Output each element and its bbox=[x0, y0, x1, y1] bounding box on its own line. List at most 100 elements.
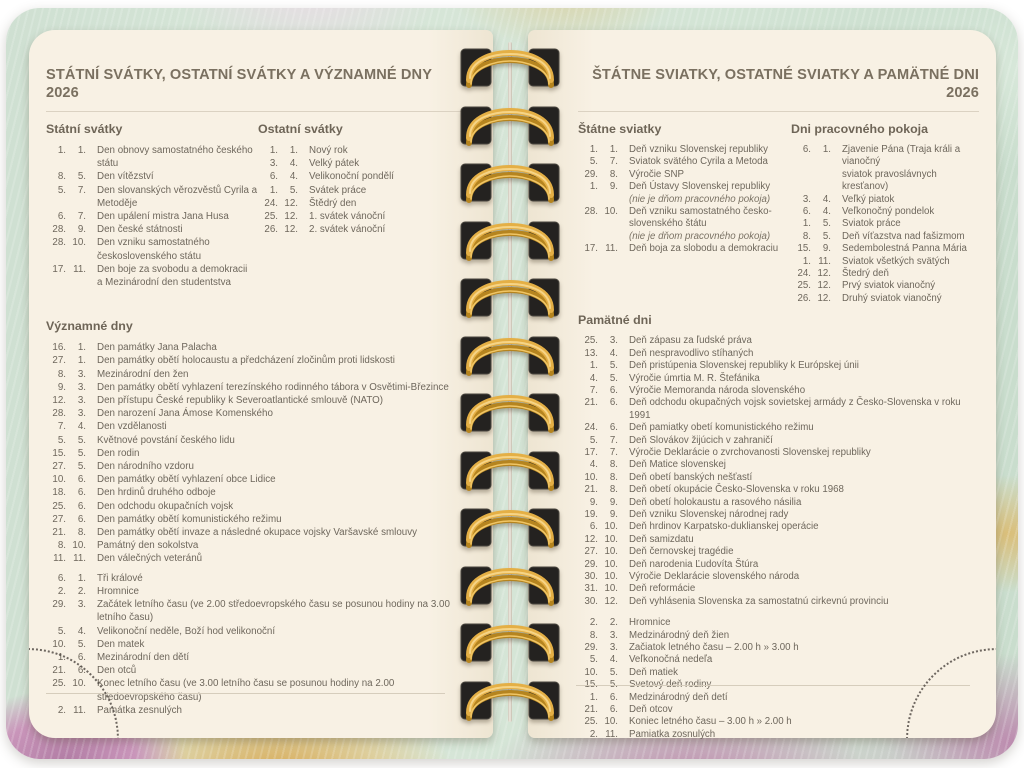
holiday-name: Prvý sviatok vianočný bbox=[842, 280, 936, 292]
day-number: 3. bbox=[269, 158, 278, 170]
day-number: 17. bbox=[52, 263, 66, 275]
month-number: 4. bbox=[609, 654, 618, 666]
month-number: 6. bbox=[77, 474, 86, 486]
day-number: 6. bbox=[802, 144, 811, 155]
day-number: 28. bbox=[52, 408, 66, 420]
holiday-row: 3. 4. Veľký piatok bbox=[791, 194, 979, 206]
month-number: 8. bbox=[77, 527, 86, 539]
month-number: 9. bbox=[609, 181, 618, 193]
left-page: STÁTNÍ SVÁTKY, OSTATNÍ SVÁTKY A VÝZNAMNÉ… bbox=[29, 30, 493, 738]
other-holidays-heading: Ostatní svátky bbox=[258, 122, 343, 136]
holiday-row: 5. 7. Den slovanských věrozvěstů Cyrila a … bbox=[46, 184, 258, 210]
holiday-row: 24. 12. Štedrý deň bbox=[791, 268, 979, 280]
state-sviatky-column: Štátne sviatky 1. 1. Deň vzniku Slovenskej… bbox=[578, 122, 791, 305]
holiday-name: Deň obetí holokaustu a rasového násilia bbox=[629, 496, 802, 508]
day-number: 5. bbox=[57, 434, 66, 446]
holiday-row: 8. 10. Památný den sokolstva bbox=[46, 539, 463, 552]
day-number: 15. bbox=[797, 243, 811, 255]
day-number: 29. bbox=[52, 599, 66, 611]
holiday-row: 25. 12. 1. svátek vánoční bbox=[258, 210, 463, 223]
holiday-name: 2. svátek vánoční bbox=[309, 224, 386, 236]
day-number: 3. bbox=[802, 193, 811, 205]
month-number: 7. bbox=[77, 211, 86, 223]
day-number: 30. bbox=[584, 571, 598, 582]
holiday-row: 3. 4. Velký pátek bbox=[258, 157, 463, 170]
holiday-name: Den obnovy samostatného českého státu bbox=[97, 145, 253, 170]
rest-days-column: Dni pracovného pokoja 6. 1. Zjavenie Pána … bbox=[791, 122, 979, 305]
holiday-name: Velikonoční neděle, Boží hod velikonoční bbox=[97, 625, 276, 637]
holiday-name: Deň obetí okupácie Česko-Slovenska v rok… bbox=[629, 484, 844, 496]
month-number: 6. bbox=[609, 704, 618, 716]
month-number: 1. bbox=[77, 145, 86, 156]
state-holidays-list: 1. 1. Den obnovy samostatného českého stát… bbox=[46, 144, 258, 289]
footer-divider bbox=[576, 685, 970, 686]
month-number: 10. bbox=[604, 716, 618, 728]
holiday-row: 6. 4. Velikonoční pondělí bbox=[258, 170, 463, 183]
month-number: 1. bbox=[77, 342, 86, 354]
holiday-row: 29. 3. Začiatok letného času – 2.00 h » 3.… bbox=[578, 642, 979, 654]
holiday-name: Deň zápasu za ľudské práva bbox=[629, 335, 752, 347]
holiday-row: 10. 5. Den matek bbox=[46, 638, 463, 651]
month-number: 7. bbox=[609, 446, 618, 458]
day-number: 25. bbox=[52, 500, 66, 512]
holiday-name: Den rodin bbox=[97, 447, 140, 459]
holiday-name: Deň pamiatky obetí komunistického režimu bbox=[629, 422, 814, 434]
holiday-name: Den památky obětí holocaustu a předcháze… bbox=[97, 355, 395, 367]
day-number: 6. bbox=[269, 171, 278, 183]
holiday-row: 8. 3. Mezinárodní den žen bbox=[46, 368, 463, 381]
holiday-row: 1. 6. Medzinárodný deň detí bbox=[578, 692, 979, 704]
month-number: 2. bbox=[609, 617, 618, 629]
holiday-row: 10. 6. Den památky obětí vyhlazení obce Li… bbox=[46, 473, 463, 486]
holiday-name: Zjavenie Pána (Traja králi a vianočný svi… bbox=[842, 144, 979, 194]
day-number: 16. bbox=[52, 342, 66, 354]
day-number: 8. bbox=[57, 171, 66, 183]
month-number: 5. bbox=[77, 447, 86, 459]
holiday-name: Deň vzniku Slovenskej národnej rady bbox=[629, 508, 789, 520]
day-number: 28. bbox=[52, 237, 66, 249]
holiday-row: 21. 8. Den památky obětí invaze a následné… bbox=[46, 526, 463, 539]
holiday-name: 1. svátek vánoční bbox=[309, 211, 386, 223]
month-number: 5. bbox=[822, 218, 831, 230]
month-number: 4. bbox=[609, 347, 618, 359]
state-holidays-heading: Státní svátky bbox=[46, 122, 123, 136]
holiday-name: Druhý sviatok vianočný bbox=[842, 292, 942, 304]
holiday-name: Deň reformácie bbox=[629, 583, 696, 595]
holiday-name: Nový rok bbox=[309, 145, 348, 156]
holiday-name: Den vzniku samostatného československého… bbox=[97, 237, 210, 262]
holiday-name: Den vítězství bbox=[97, 171, 154, 183]
day-number: 25. bbox=[797, 280, 811, 292]
day-number: 24. bbox=[584, 422, 598, 434]
holiday-row: 26. 12. Druhý sviatok vianočný bbox=[791, 293, 979, 305]
month-number: 12. bbox=[817, 280, 831, 292]
left-top-columns: Státní svátky 1. 1. Den obnovy samostatnéh… bbox=[46, 122, 463, 289]
day-number: 2. bbox=[589, 617, 598, 629]
day-number: 10. bbox=[584, 471, 598, 483]
holiday-name: Deň víťazstva nad fašizmom bbox=[842, 230, 965, 242]
holiday-row: 24. 12. Štědrý den bbox=[258, 197, 463, 210]
day-number: 10. bbox=[52, 474, 66, 486]
holiday-row: 2. 2. Hromnice bbox=[578, 617, 979, 629]
month-number: 8. bbox=[609, 484, 618, 496]
holiday-note: (nie je dňom pracovného pokoja) bbox=[629, 193, 771, 205]
day-number: 9. bbox=[57, 381, 66, 393]
holiday-name: Den narození Jana Ámose Komenského bbox=[97, 408, 273, 420]
day-number: 10. bbox=[584, 666, 598, 678]
holiday-row: 12. 10. Deň samizdatu bbox=[578, 534, 979, 546]
holiday-name: Konec letního času (ve 3.00 letního času… bbox=[97, 678, 395, 703]
holiday-name: Den památky Jana Palacha bbox=[97, 342, 217, 354]
holiday-row: 17. 11. Den boje za svobodu a demokracii a … bbox=[46, 263, 258, 289]
day-number: 5. bbox=[589, 654, 598, 666]
day-number: 1. bbox=[57, 145, 66, 156]
month-number: 12. bbox=[284, 197, 298, 209]
holiday-row: 8. 5. Den vítězství bbox=[46, 170, 258, 183]
holiday-name: Den upálení mistra Jana Husa bbox=[97, 211, 229, 223]
holiday-name: Deň pristúpenia Slovenskej republiky k E… bbox=[629, 360, 859, 372]
holiday-row: 6. 1. Zjavenie Pána (Traja králi a vianočn… bbox=[791, 144, 979, 194]
day-number: 1. bbox=[589, 181, 598, 193]
holiday-row: 1. 1. Nový rok bbox=[258, 144, 463, 157]
month-number: 5. bbox=[77, 171, 86, 183]
month-number: 10. bbox=[72, 540, 86, 552]
holiday-row: 9. 3. Den památky obětí vyhlazení terezíns… bbox=[46, 381, 463, 394]
holiday-row: 29. 10. Deň narodenia Ľudovíta Štúra bbox=[578, 559, 979, 571]
holiday-row: 16. 1. Den památky Jana Palacha bbox=[46, 341, 463, 354]
